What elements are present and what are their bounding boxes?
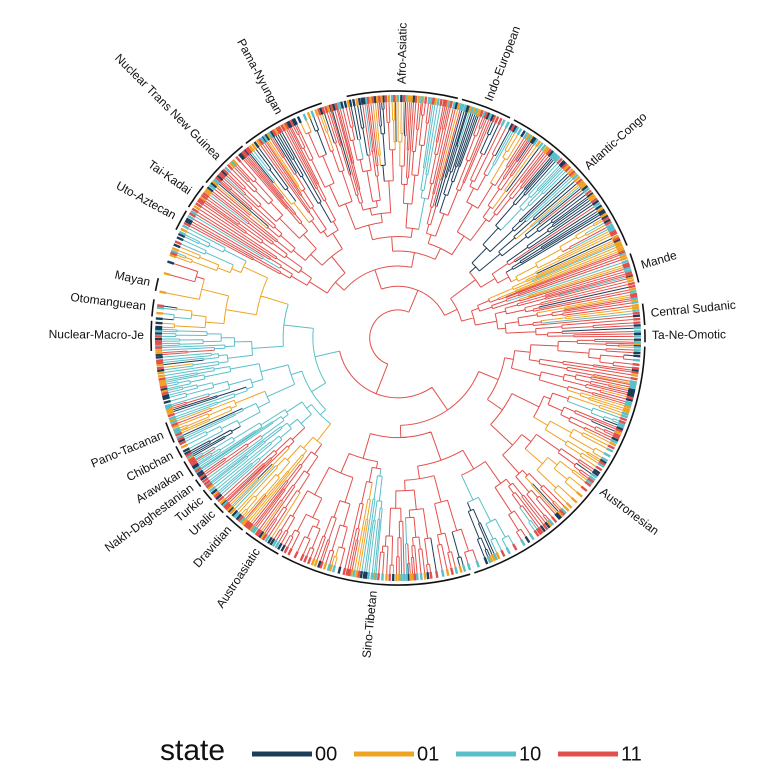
- clade-label: Afro-Asiatic: [395, 23, 410, 85]
- clade-label: Nuclear-Macro-Je: [49, 327, 145, 342]
- clade-label: Mande: [639, 248, 678, 272]
- clade-label: Nuclear Trans New Guinea: [112, 51, 224, 163]
- clade-arc: [643, 304, 645, 326]
- clade-label: Ta-Ne-Omotic: [652, 327, 726, 342]
- clade-label: Tai-Kadai: [145, 157, 194, 197]
- clade-label: Sino-Tibetan: [359, 590, 379, 659]
- legend-label: 11: [621, 743, 642, 765]
- clade-arc: [196, 480, 201, 487]
- clade-arc: [176, 446, 182, 457]
- legend-label: 01: [417, 743, 439, 765]
- clade-arc: [474, 347, 645, 573]
- clade-label: Pama-Nyungan: [234, 36, 286, 116]
- clade-label: Otomanguean: [70, 290, 147, 313]
- legend-label: 00: [315, 743, 337, 765]
- clade-label: Mayan: [113, 268, 151, 289]
- clade-arc: [152, 299, 154, 316]
- legend-title: state: [160, 734, 225, 767]
- clade-arc: [151, 321, 152, 351]
- legend: state 00 01 10 11: [160, 734, 642, 767]
- legend-label: 10: [519, 743, 541, 765]
- clade-label: Central Sudanic: [650, 298, 736, 320]
- tree: [155, 95, 641, 581]
- clade-label: Austronesian: [597, 485, 661, 538]
- clade-label: Austroasiatic: [213, 545, 263, 610]
- clade-arc: [156, 278, 159, 291]
- clade-label: Atlantic-Congo: [582, 109, 650, 172]
- clade-label: Indo-European: [482, 24, 524, 103]
